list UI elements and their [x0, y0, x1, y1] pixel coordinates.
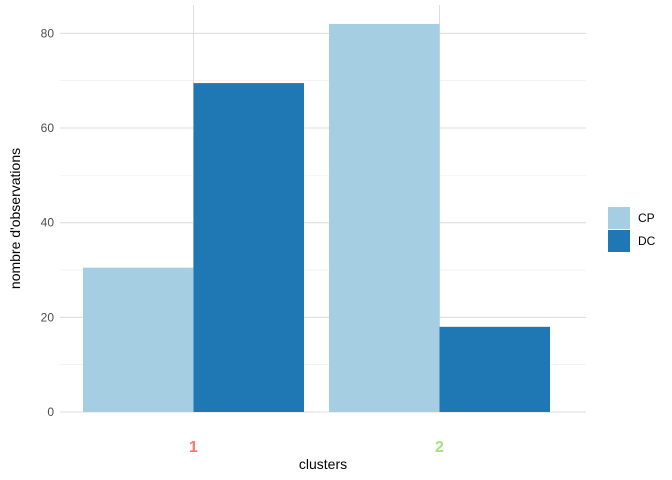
legend-label-cp: CP — [638, 211, 655, 225]
y-tick-label: 20 — [41, 310, 55, 324]
bar-cp-cluster-1 — [83, 267, 194, 412]
y-axis-ticks: 0 20 40 60 80 — [41, 26, 55, 419]
bar-dc-cluster-1 — [193, 83, 304, 412]
x-tick-label: 1 — [189, 439, 198, 456]
y-tick-label: 0 — [47, 405, 54, 419]
y-axis-title: nombre d'observations — [7, 148, 23, 289]
y-tick-label: 80 — [41, 26, 55, 40]
legend-key-cp — [608, 207, 630, 229]
legend: CP DC — [608, 207, 656, 252]
bar-cp-cluster-2 — [329, 23, 440, 412]
x-axis-title: clusters — [299, 456, 347, 472]
x-tick-label: 2 — [435, 439, 444, 456]
legend-label-dc: DC — [638, 234, 656, 248]
y-tick-label: 40 — [41, 216, 55, 230]
legend-key-dc — [608, 230, 630, 252]
bars — [83, 23, 550, 412]
bar-dc-cluster-2 — [439, 326, 550, 412]
y-tick-label: 60 — [41, 121, 55, 135]
